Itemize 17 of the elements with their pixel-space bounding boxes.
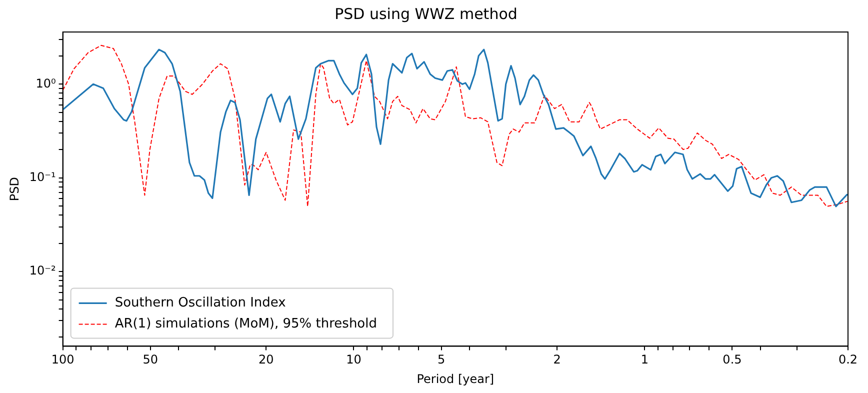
y-axis-title: PSD bbox=[7, 177, 22, 202]
x-tick-label: 20 bbox=[258, 352, 274, 367]
y-tick-label: 10⁻¹ bbox=[29, 170, 56, 184]
x-tick-label: 0.5 bbox=[722, 352, 742, 367]
x-tick-label: 100 bbox=[51, 352, 74, 367]
chart-title: PSD using WWZ method bbox=[334, 4, 518, 23]
x-axis-title: Period [year] bbox=[416, 372, 494, 386]
legend-label: Southern Oscillation Index bbox=[114, 296, 286, 311]
x-tick-label: 5 bbox=[437, 352, 446, 367]
x-tick-label: 1 bbox=[640, 352, 648, 367]
x-tick-label: 2 bbox=[553, 352, 561, 367]
x-tick-label: 10 bbox=[346, 352, 362, 367]
x-tick-label: 50 bbox=[142, 352, 158, 367]
y-tick-label: 10⁰ bbox=[36, 76, 56, 90]
legend-label: AR(1) simulations (MoM), 95% threshold bbox=[114, 316, 378, 332]
y-tick-label: 10⁻² bbox=[29, 264, 56, 278]
x-tick-label: 0.2 bbox=[838, 352, 858, 367]
